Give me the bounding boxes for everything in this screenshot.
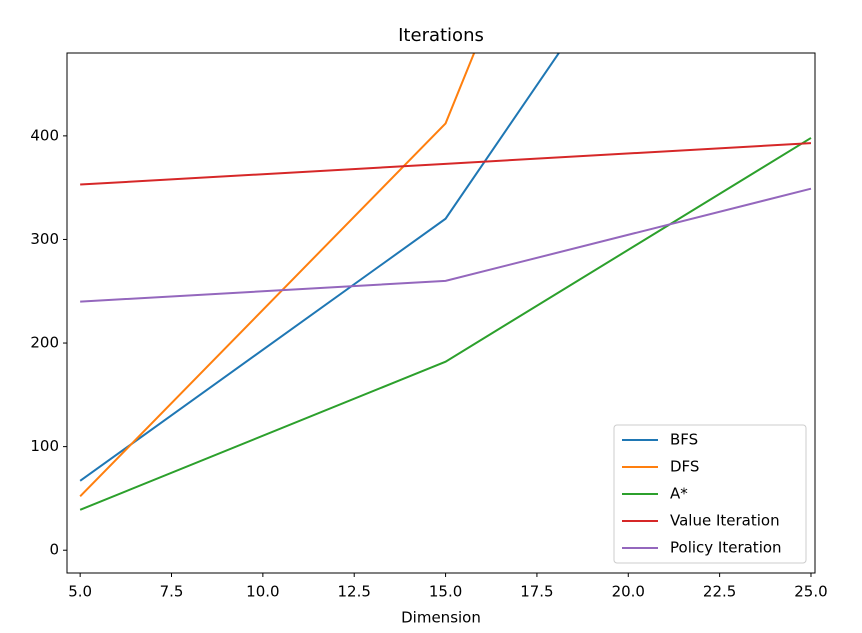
axes-frame [66, 52, 816, 574]
legend-label: BFS [670, 431, 698, 449]
legend-label: A* [670, 485, 688, 503]
legend-label: Policy Iteration [670, 539, 782, 557]
x-tick-label: 20.0 [612, 583, 645, 601]
series-line [80, 187, 812, 303]
plot-lines [79, 53, 812, 511]
y-tick-label: 300 [30, 230, 59, 248]
legend-label: DFS [670, 458, 699, 476]
series-line [79, 53, 561, 482]
legend-label: Value Iteration [670, 512, 780, 530]
series-line [79, 53, 476, 498]
x-tick-label: 25.0 [794, 583, 827, 601]
chart-title: Iterations [398, 25, 484, 46]
x-tick-label: 7.5 [160, 583, 184, 601]
y-tick-label: 100 [30, 437, 59, 455]
y-tick-label: 400 [30, 126, 59, 144]
series-line [80, 142, 812, 186]
legend-box [613, 424, 807, 564]
x-tick-label: 12.5 [338, 583, 371, 601]
x-tick-label: 15.0 [429, 583, 462, 601]
x-tick-label: 5.0 [68, 583, 92, 601]
x-tick-label: 17.5 [520, 583, 553, 601]
x-tick-label: 10.0 [246, 583, 279, 601]
y-tick-label: 200 [30, 334, 59, 352]
series-line [79, 137, 812, 511]
y-tick-label: 0 [49, 541, 59, 559]
x-tick-label: 22.5 [703, 583, 736, 601]
x-axis-label: Dimension [401, 609, 481, 627]
